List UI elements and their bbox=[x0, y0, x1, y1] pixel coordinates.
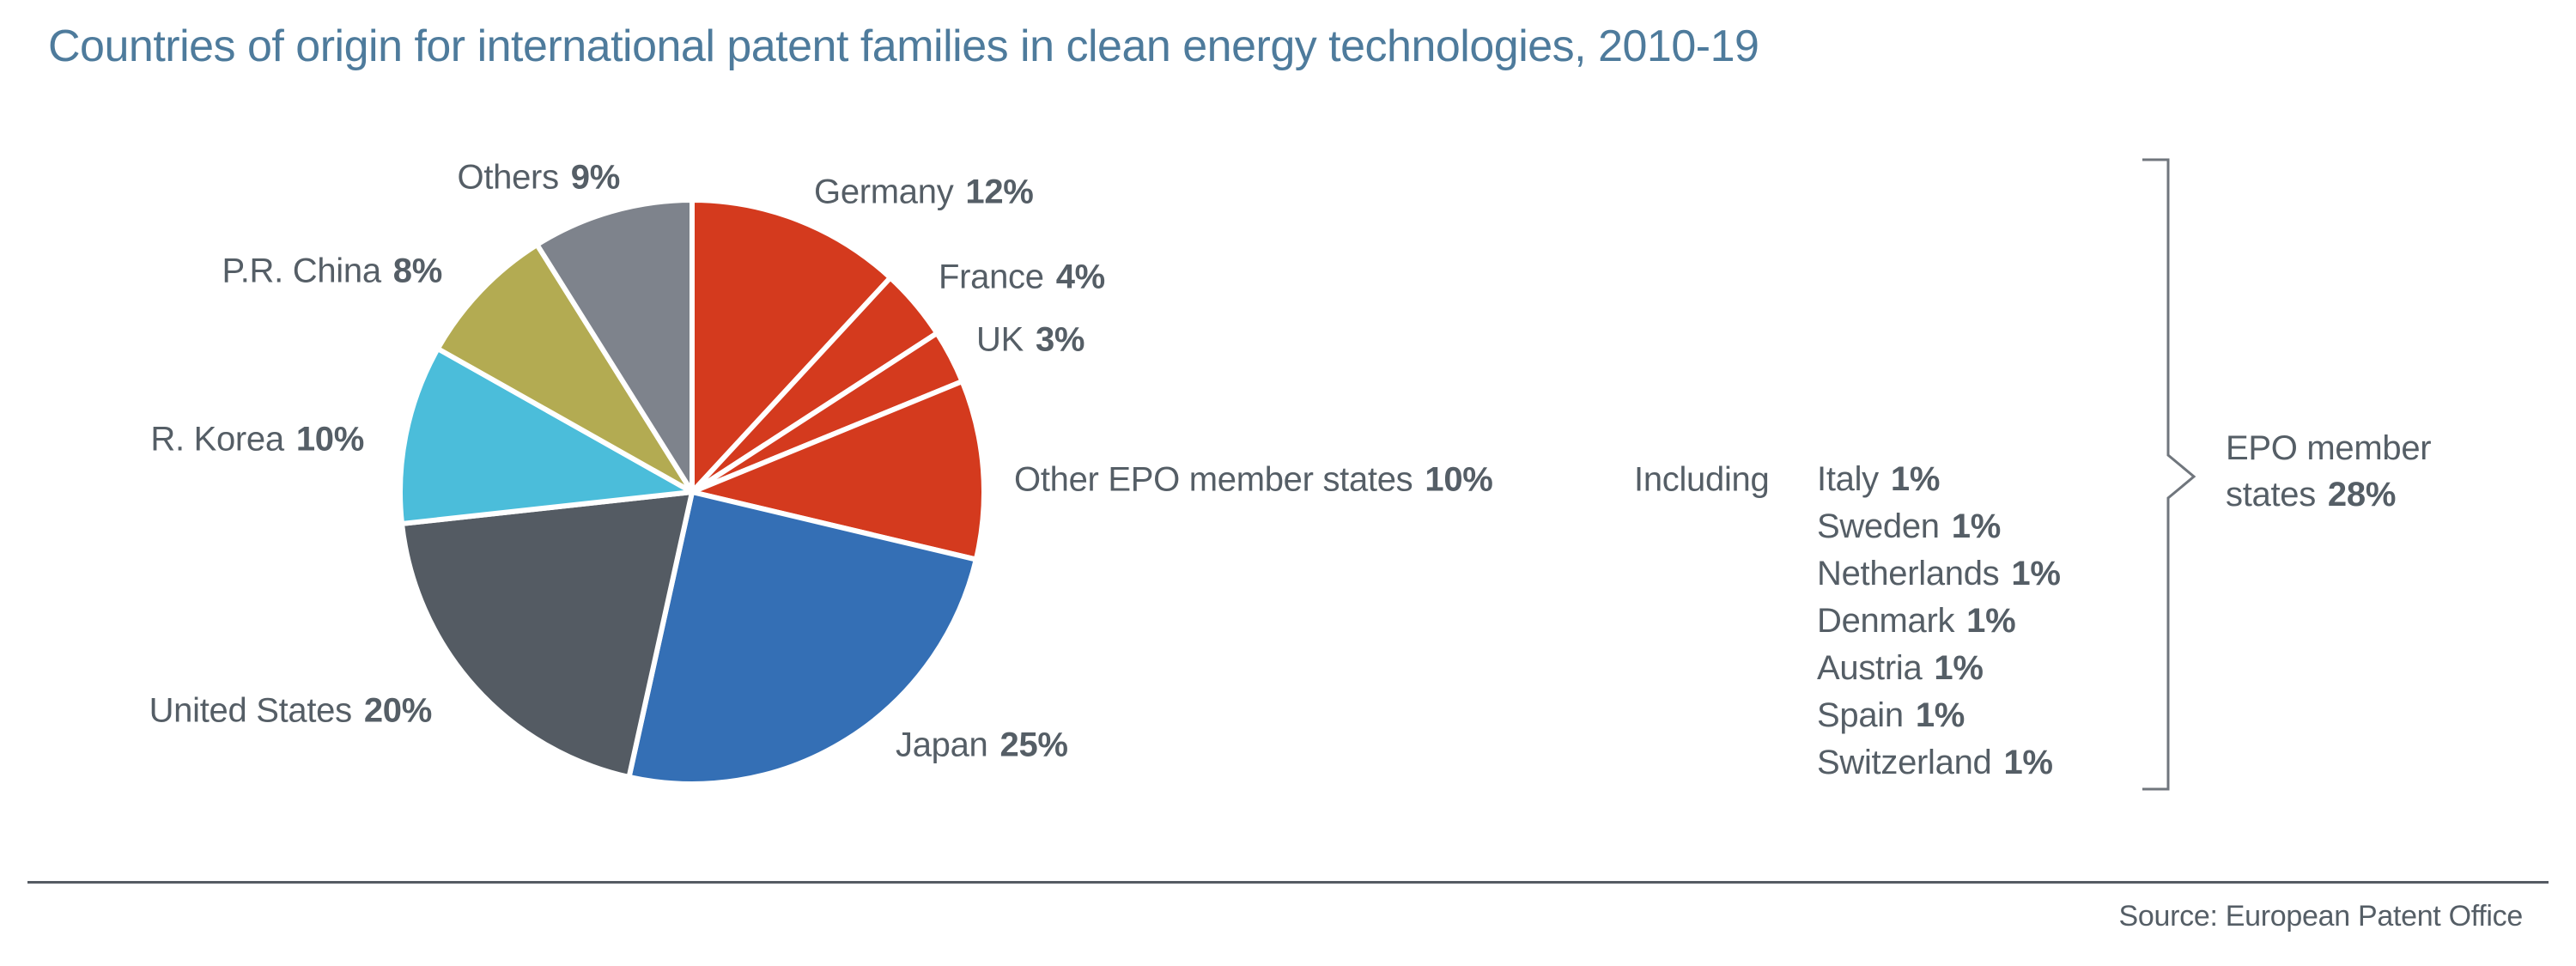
source-note: Source: European Patent Office bbox=[2118, 900, 2524, 933]
slice-name: P.R. China bbox=[222, 252, 382, 290]
pie-slice-p-r-china bbox=[434, 241, 695, 495]
country-percent: 1% bbox=[1951, 507, 2002, 545]
country-name: Italy bbox=[1817, 460, 1879, 498]
list-item: Spain 1% bbox=[1817, 692, 2061, 739]
slice-name: UK bbox=[976, 320, 1024, 359]
pie-slice-germany bbox=[690, 197, 893, 495]
pie-label-others: Others 9% bbox=[457, 158, 621, 197]
pie-slice-other-epo-member-states bbox=[690, 379, 987, 562]
included-countries-list: Italy 1% Sweden 1% Netherlands 1% Denmark 1%… bbox=[1817, 456, 2061, 787]
slice-name: Germany bbox=[814, 173, 954, 211]
country-name: Denmark bbox=[1817, 602, 1955, 640]
pie-slice-others bbox=[534, 197, 695, 495]
slice-name: R. Korea bbox=[150, 420, 284, 459]
slice-percent: 10% bbox=[1425, 460, 1493, 499]
slice-percent: 9% bbox=[570, 158, 621, 197]
slice-name: Other EPO member states bbox=[1014, 460, 1413, 499]
pie-label-uk: UK 3% bbox=[976, 321, 1084, 360]
slice-percent: 12% bbox=[965, 173, 1034, 211]
slice-percent: 8% bbox=[392, 252, 443, 290]
slice-percent: 4% bbox=[1055, 258, 1106, 296]
country-name: Spain bbox=[1817, 696, 1904, 734]
bracket-label-line2: states 28% bbox=[2226, 476, 2397, 513]
pie-slice-japan bbox=[626, 489, 979, 787]
bracket-percent: 28% bbox=[2327, 476, 2397, 513]
footer-divider bbox=[27, 881, 2549, 884]
list-item: Netherlands 1% bbox=[1817, 550, 2061, 598]
pie-label-japan: Japan 25% bbox=[896, 726, 1068, 765]
slice-name: United States bbox=[149, 691, 353, 730]
list-item: Sweden 1% bbox=[1817, 503, 2061, 550]
list-item: Switzerland 1% bbox=[1817, 739, 2061, 787]
slice-name: Others bbox=[457, 158, 560, 197]
chart-title: Countries of origin for international pa… bbox=[48, 21, 1759, 71]
pie-label-other-epo-member-states: Other EPO member states 10% bbox=[1014, 461, 1493, 500]
list-item: Denmark 1% bbox=[1817, 598, 2061, 645]
pie-chart bbox=[398, 197, 987, 787]
pie-slice-united-states bbox=[399, 489, 695, 780]
slice-name: France bbox=[939, 258, 1044, 296]
pie-label-united-states: United States 20% bbox=[149, 691, 433, 731]
slice-percent: 25% bbox=[999, 726, 1068, 764]
pie-label-france: France 4% bbox=[939, 258, 1105, 297]
bracket-shape bbox=[2142, 158, 2196, 791]
slice-name: Japan bbox=[896, 726, 988, 764]
pie-label-pr-china: P.R. China 8% bbox=[222, 252, 443, 291]
including-label: Including bbox=[1634, 460, 1770, 499]
country-percent: 1% bbox=[1890, 460, 1941, 498]
pie-label-germany: Germany 12% bbox=[814, 173, 1034, 212]
bracket-label-line1: EPO member bbox=[2226, 429, 2432, 467]
bracket-label-epo-member-states: EPO member states 28% bbox=[2226, 425, 2432, 518]
country-name: Netherlands bbox=[1817, 555, 2000, 592]
slice-percent: 10% bbox=[295, 420, 364, 459]
country-percent: 1% bbox=[1915, 696, 1965, 734]
pie-label-r-korea: R. Korea 10% bbox=[150, 421, 364, 459]
country-percent: 1% bbox=[2003, 744, 2053, 781]
list-item: Italy 1% bbox=[1817, 456, 2061, 503]
country-percent: 1% bbox=[1934, 649, 1984, 687]
country-name: Austria bbox=[1817, 649, 1923, 687]
country-name: Sweden bbox=[1817, 507, 1940, 545]
list-item: Austria 1% bbox=[1817, 645, 2061, 692]
pie-slice-r-korea bbox=[398, 346, 695, 526]
slice-percent: 20% bbox=[363, 691, 432, 730]
slice-percent: 3% bbox=[1035, 320, 1085, 359]
country-name: Switzerland bbox=[1817, 744, 1992, 781]
country-percent: 1% bbox=[2011, 555, 2061, 592]
country-percent: 1% bbox=[1966, 602, 2016, 640]
